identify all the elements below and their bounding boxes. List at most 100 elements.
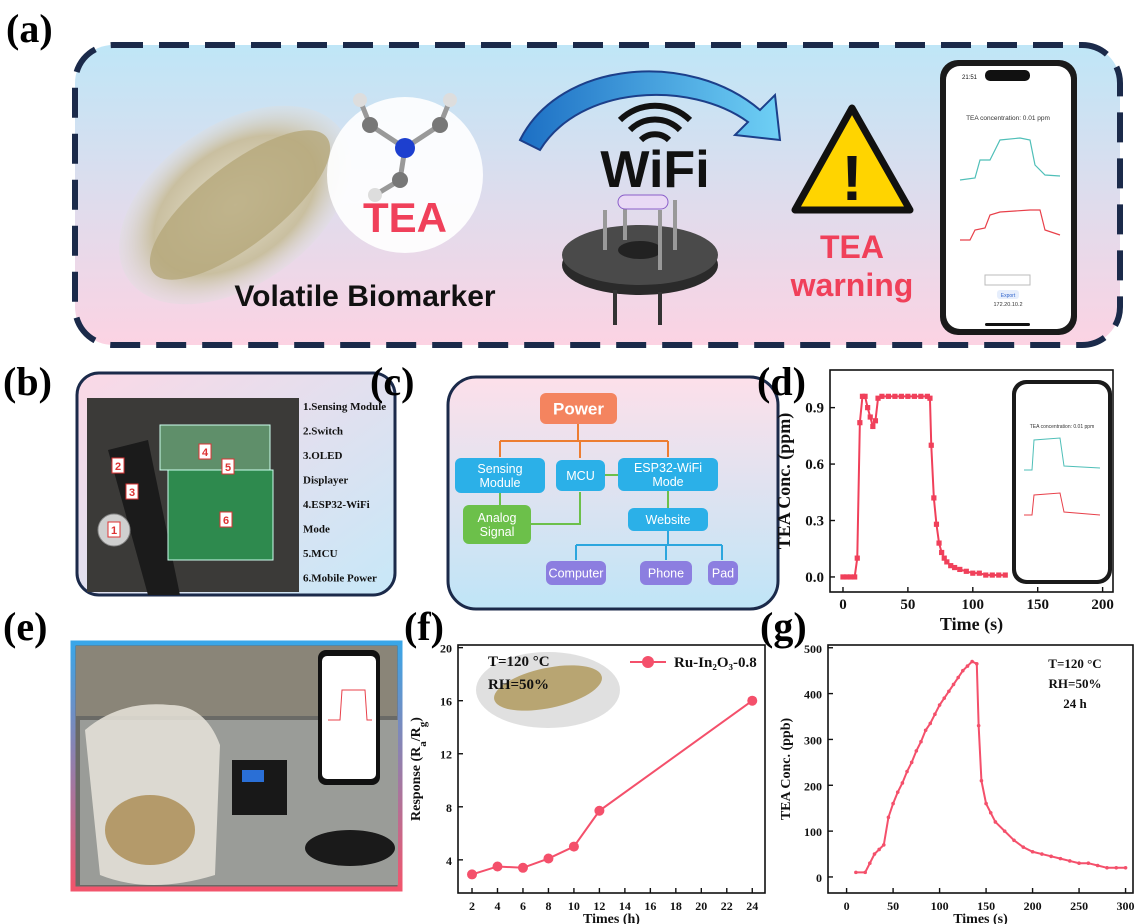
figure: (a) TEA Volatile Biomarker WiFi ! TE xyxy=(0,0,1139,924)
data-point xyxy=(863,871,867,875)
node-label: Website xyxy=(646,513,691,527)
tea-label: TEA xyxy=(363,194,447,241)
node-label: Mode xyxy=(652,475,683,489)
x-tick-label: 8 xyxy=(545,899,551,913)
photo-marker: 1 xyxy=(111,525,117,537)
x-tick-label: 200 xyxy=(1091,597,1114,613)
data-point xyxy=(980,779,984,783)
data-point xyxy=(891,802,895,806)
node-label: Computer xyxy=(549,566,604,580)
y-tick-label: 4 xyxy=(446,854,452,868)
data-point xyxy=(1003,572,1008,577)
x-axis-title: Times (s) xyxy=(953,912,1008,924)
warning-mark: ! xyxy=(841,142,862,214)
data-point xyxy=(887,816,891,820)
y-tick-label: 500 xyxy=(804,642,822,656)
data-point xyxy=(1124,866,1128,870)
data-point xyxy=(952,565,957,570)
sensor-box xyxy=(232,760,287,815)
component-item: 5.MCU xyxy=(303,548,338,560)
data-point xyxy=(1049,855,1053,859)
y-tick-label: 0.3 xyxy=(805,514,824,530)
x-tick-label: 0 xyxy=(844,899,850,913)
data-point xyxy=(857,420,862,425)
label-part: /R xyxy=(409,726,424,742)
x-tick-label: 150 xyxy=(977,899,995,913)
x-tick-label: 200 xyxy=(1024,899,1042,913)
data-point xyxy=(905,394,910,399)
data-point xyxy=(855,556,860,561)
y-tick-label: 100 xyxy=(804,825,822,839)
panel-label: (d) xyxy=(757,359,806,404)
chart: 0501001502002503000100200300400500Times … xyxy=(779,642,1135,924)
warning-label: warning xyxy=(790,267,914,303)
data-point xyxy=(543,854,553,864)
phone-button: Export xyxy=(1001,293,1016,299)
wifi-label: WiFi xyxy=(600,141,709,199)
x-axis-title: Times (h) xyxy=(583,912,640,924)
y-tick-label: 16 xyxy=(440,695,452,709)
legend-marker xyxy=(642,656,654,668)
component-item: 6.Mobile Power xyxy=(303,573,377,585)
data-point xyxy=(1068,859,1072,863)
photo-marker: 5 xyxy=(225,462,231,474)
panel-a: (a) TEA Volatile Biomarker WiFi ! TE xyxy=(6,6,1120,345)
data-point xyxy=(892,394,897,399)
data-point xyxy=(977,724,981,728)
data-point xyxy=(934,522,939,527)
data-line xyxy=(843,396,1005,577)
data-point xyxy=(919,740,923,744)
data-point xyxy=(1114,866,1118,870)
x-axis-title: Time (s) xyxy=(940,614,1003,635)
x-tick-label: 300 xyxy=(1117,899,1135,913)
panel-label: (g) xyxy=(760,604,807,649)
data-point xyxy=(994,820,998,824)
y-tick-label: 200 xyxy=(804,779,822,793)
component-item: Displayer xyxy=(303,475,348,487)
data-point xyxy=(873,852,877,856)
data-point xyxy=(877,848,881,852)
data-line xyxy=(472,701,752,875)
panel-c: (c) PowerSensingModuleMCUESP32-WiFiModeA… xyxy=(370,359,778,609)
x-tick-label: 2 xyxy=(469,899,475,913)
data-point xyxy=(956,676,960,680)
data-point xyxy=(933,712,937,716)
data-point xyxy=(1021,845,1025,849)
panel-label: (a) xyxy=(6,6,53,51)
x-tick-label: 14 xyxy=(619,899,631,913)
x-tick-label: 50 xyxy=(887,899,899,913)
annotation: RH=50% xyxy=(1049,676,1102,691)
node-label: Pad xyxy=(712,566,734,580)
node-label: Power xyxy=(553,399,604,418)
data-point xyxy=(970,571,975,576)
legend-label: Ru-In₂O₃-0.8 xyxy=(674,655,757,671)
data-point xyxy=(870,424,875,429)
phone-url: 172.20.10.2 xyxy=(993,302,1022,308)
x-tick-label: 100 xyxy=(931,899,949,913)
data-point xyxy=(901,781,905,785)
data-point xyxy=(1031,850,1035,854)
data-point xyxy=(977,571,982,576)
data-point xyxy=(879,394,884,399)
fish-in-jar xyxy=(105,795,195,865)
data-point xyxy=(975,662,979,666)
data-point xyxy=(936,540,941,545)
data-point xyxy=(569,842,579,852)
data-point xyxy=(862,394,867,399)
data-point xyxy=(918,394,923,399)
label-part: ) xyxy=(409,717,424,722)
data-point xyxy=(1077,861,1081,865)
data-point xyxy=(928,722,932,726)
data-point xyxy=(970,660,974,664)
data-point xyxy=(939,550,944,555)
x-tick-label: 18 xyxy=(670,899,682,913)
data-point xyxy=(910,761,914,765)
data-point xyxy=(966,664,970,668)
x-tick-label: 20 xyxy=(695,899,707,913)
x-tick-label: 6 xyxy=(520,899,526,913)
data-point xyxy=(882,843,886,847)
panel-b: (b) 1.Sensing Module2.Switch3.OLEDDispla… xyxy=(3,359,395,595)
y-tick-label: 20 xyxy=(440,642,452,656)
data-point xyxy=(929,443,934,448)
y-tick-label: 400 xyxy=(804,688,822,702)
